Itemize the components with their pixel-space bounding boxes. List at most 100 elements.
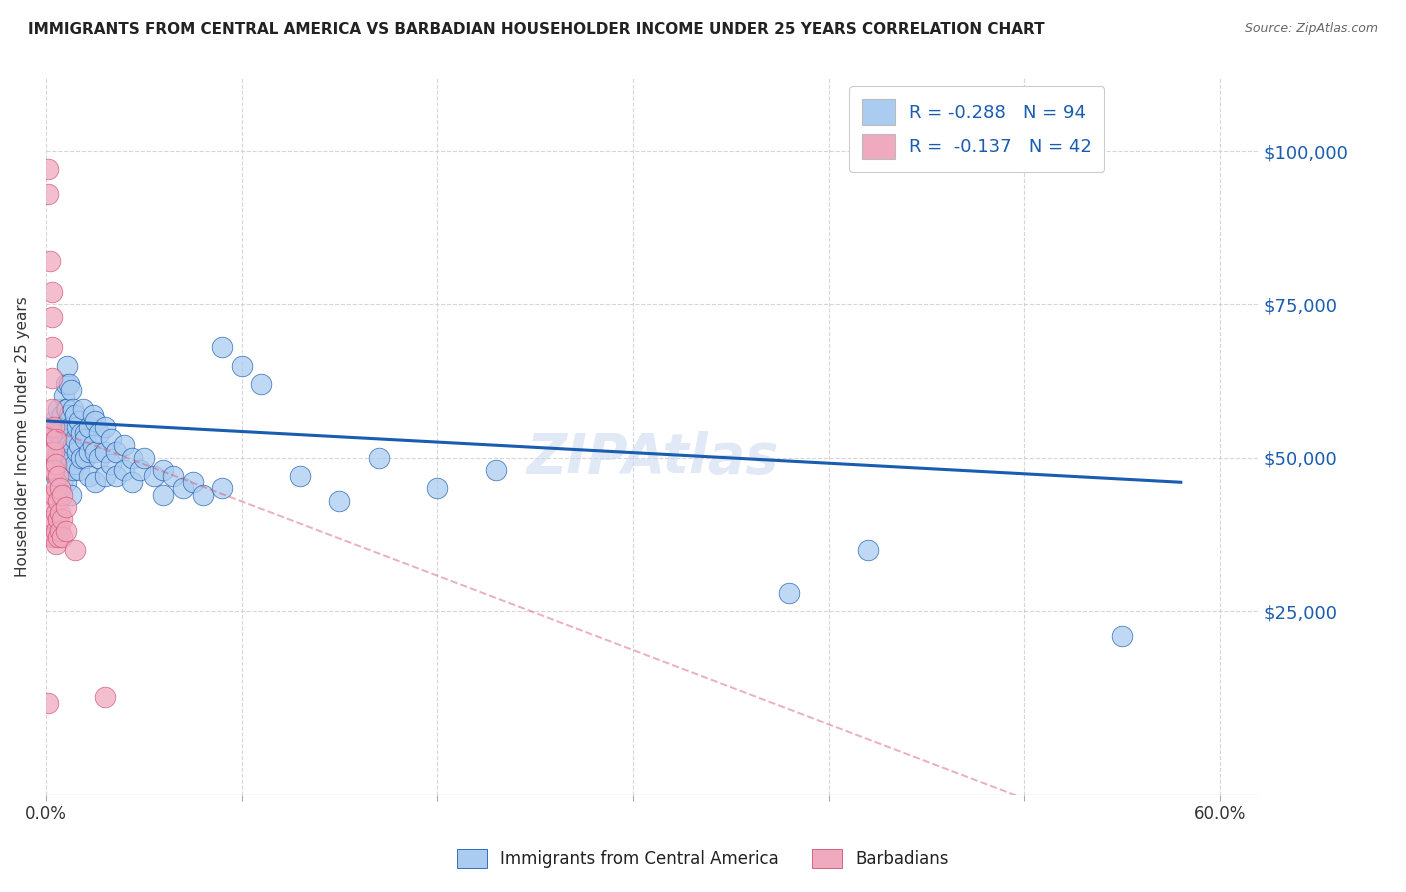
Point (162, 469, 184, 483)
Point (46, 401, 69, 416)
Point (37, 696, 59, 710)
Point (42, 531, 65, 545)
Point (48, 482, 70, 496)
Point (42, 512, 65, 526)
Point (51, 433, 73, 447)
Point (93, 420, 115, 434)
Point (55, 500, 77, 514)
Point (56, 359, 79, 373)
Point (83, 414, 105, 428)
Point (112, 438, 135, 452)
Point (112, 463, 135, 477)
Point (132, 450, 155, 465)
Point (65, 408, 87, 422)
Point (45, 524, 67, 539)
Point (211, 340, 233, 354)
Point (87, 426, 110, 441)
Point (48, 463, 70, 477)
Point (779, 585, 801, 599)
Point (58, 408, 80, 422)
Point (42, 420, 65, 434)
Point (48, 420, 70, 434)
Point (93, 690, 115, 704)
Point (48, 438, 70, 452)
Point (46, 444, 69, 458)
Point (62, 438, 84, 452)
Legend: R = -0.288   N = 94, R =  -0.137   N = 42: R = -0.288 N = 94, R = -0.137 N = 42 (849, 87, 1105, 172)
Point (128, 463, 150, 477)
Point (250, 377, 273, 392)
Point (46, 469, 69, 483)
Point (46, 426, 69, 441)
Point (41, 401, 63, 416)
Point (56, 401, 79, 416)
Point (77, 420, 100, 434)
Point (152, 463, 174, 477)
Point (65, 542, 87, 557)
Point (41, 518, 63, 533)
Point (426, 482, 449, 496)
Point (142, 469, 165, 483)
Point (41, 463, 63, 477)
Point (60, 487, 83, 501)
Point (48, 524, 70, 539)
Point (87, 450, 110, 465)
Point (51, 408, 73, 422)
Point (48, 506, 70, 520)
Point (42, 463, 65, 477)
Point (55, 475, 77, 490)
Point (41, 438, 63, 452)
Point (45, 433, 67, 447)
Point (191, 487, 214, 501)
Point (65, 433, 87, 447)
Point (45, 506, 67, 520)
Point (42, 487, 65, 501)
Point (42, 444, 65, 458)
Point (60, 384, 83, 398)
Point (66, 420, 89, 434)
Text: IMMIGRANTS FROM CENTRAL AMERICA VS BARBADIAN HOUSEHOLDER INCOME UNDER 25 YEARS C: IMMIGRANTS FROM CENTRAL AMERICA VS BARBA… (28, 22, 1045, 37)
Point (82, 438, 104, 452)
Point (45, 433, 67, 447)
Point (67, 414, 90, 428)
Point (52, 444, 75, 458)
Point (42, 457, 65, 471)
Point (45, 469, 67, 483)
Point (38, 420, 60, 434)
Point (65, 457, 87, 471)
Point (181, 475, 204, 490)
Point (51, 531, 73, 545)
Y-axis label: Householder Income Under 25 years: Householder Income Under 25 years (15, 296, 30, 576)
Point (41, 285, 63, 299)
Point (152, 487, 174, 501)
Point (172, 482, 194, 496)
Point (46, 493, 69, 508)
Point (93, 469, 115, 483)
Point (52, 420, 75, 434)
Point (55, 401, 77, 416)
Point (485, 463, 508, 477)
Point (75, 433, 97, 447)
Point (70, 426, 93, 441)
Point (1111, 629, 1133, 643)
Point (66, 444, 89, 458)
Point (62, 401, 84, 416)
Point (856, 542, 879, 557)
Point (55, 377, 77, 392)
Point (46, 531, 69, 545)
Point (41, 426, 63, 441)
Point (41, 487, 63, 501)
Point (37, 162, 59, 177)
Point (45, 457, 67, 471)
Point (67, 463, 90, 477)
Point (82, 408, 104, 422)
Point (70, 450, 93, 465)
Point (41, 371, 63, 385)
Point (231, 359, 253, 373)
Point (41, 500, 63, 514)
Point (55, 426, 77, 441)
Point (83, 444, 105, 458)
Point (58, 438, 80, 452)
Point (51, 450, 73, 465)
Point (67, 438, 90, 452)
